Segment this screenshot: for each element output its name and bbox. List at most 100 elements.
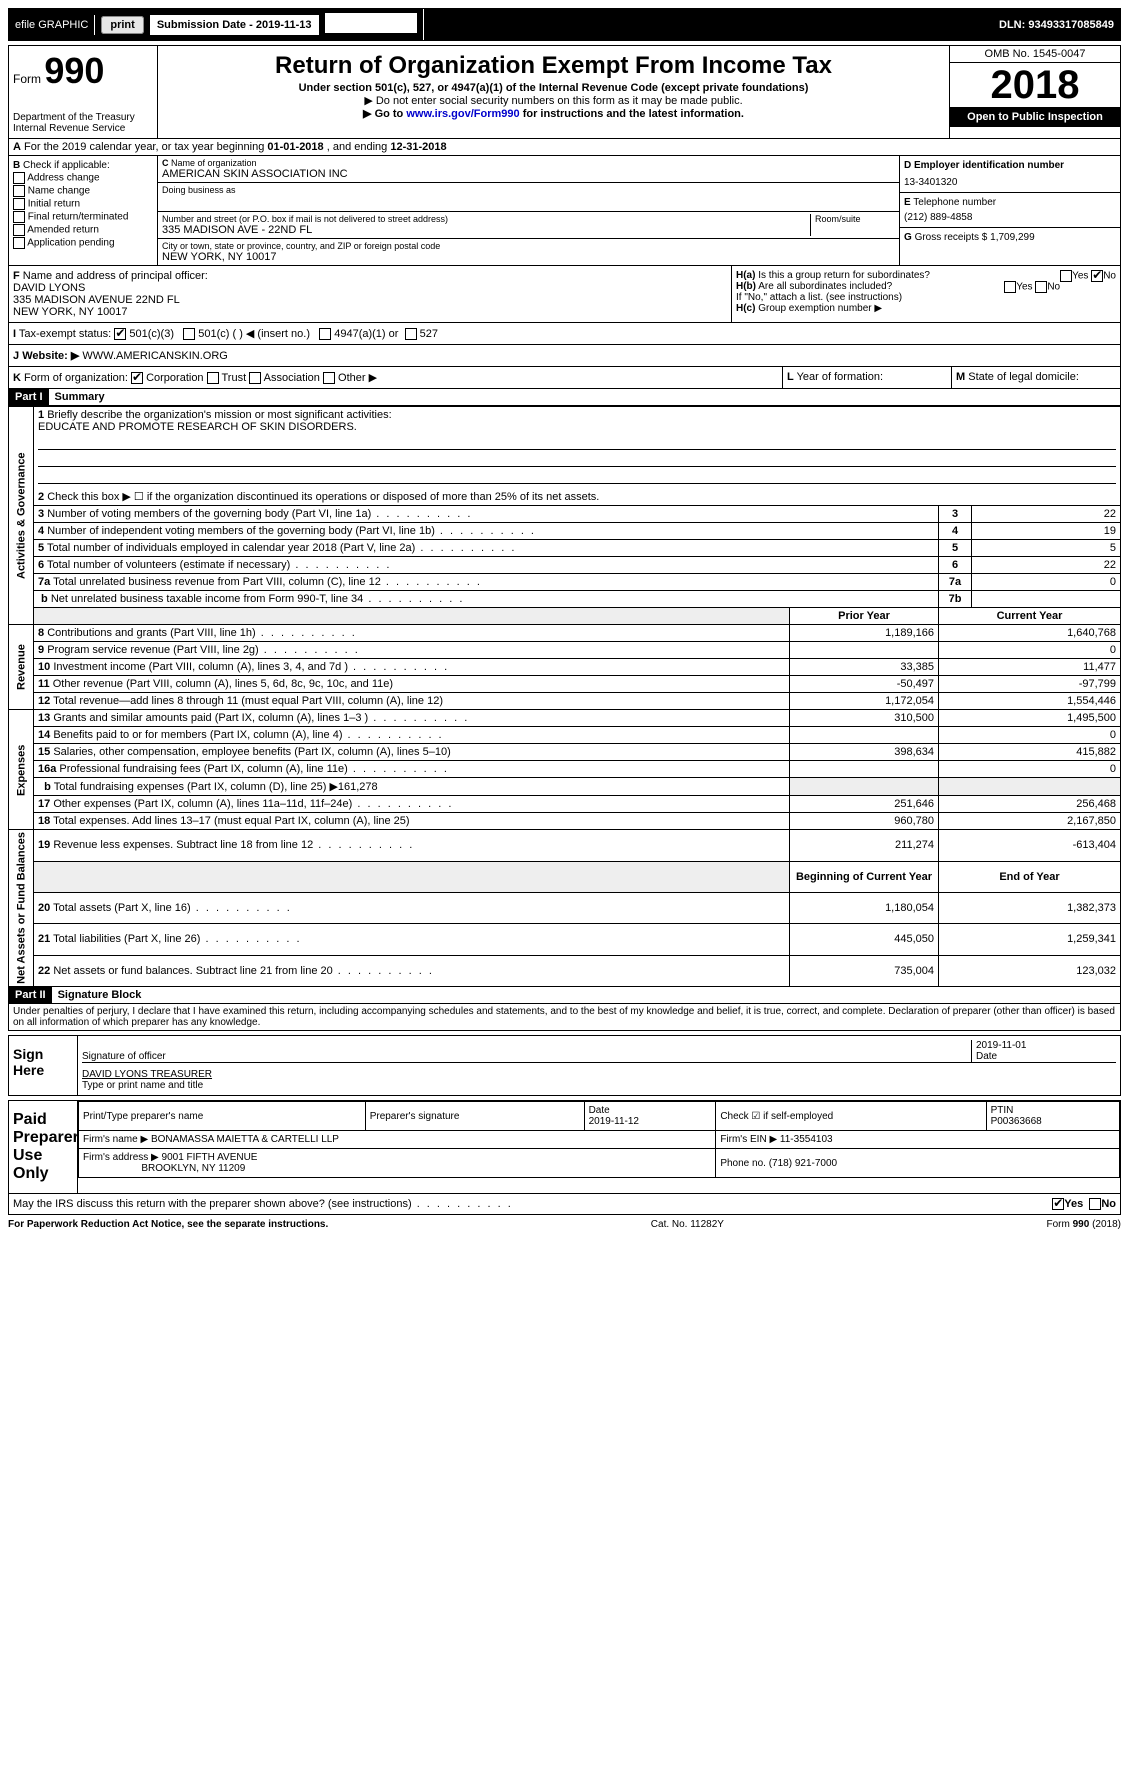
firm-ein-label: Firm's EIN ▶ (720, 1134, 777, 1145)
firm-addr2: BROOKLYN, NY 11209 (141, 1163, 245, 1174)
cb-discuss-no[interactable] (1089, 1198, 1101, 1210)
year-mid: , and ending (327, 141, 391, 153)
cb-other[interactable] (323, 372, 335, 384)
l3-desc: Number of voting members of the governin… (47, 508, 472, 520)
summary-table: Activities & Governance 1 Briefly descri… (8, 406, 1121, 987)
efile-label: efile GRAPHIC (9, 15, 95, 35)
l6-box: 6 (939, 557, 972, 574)
ptin-label: PTIN (991, 1105, 1014, 1116)
l5-box: 5 (939, 540, 972, 557)
l21-c: 1,259,341 (939, 924, 1121, 955)
hb-label: Are all subordinates included? (758, 281, 892, 292)
l19-c: -613,404 (939, 830, 1121, 861)
dba-label: Doing business as (162, 185, 895, 195)
j-label: Website: ▶ (22, 350, 79, 362)
l11-desc: Other revenue (Part VIII, column (A), li… (53, 678, 393, 690)
b-label: Check if applicable: (23, 160, 110, 171)
l20-desc: Total assets (Part X, line 16) (53, 902, 292, 914)
l5-val: 5 (972, 540, 1121, 557)
officer-addr: 335 MADISON AVENUE 22ND FL NEW YORK, NY … (13, 294, 180, 318)
discuss-row: May the IRS discuss this return with the… (8, 1194, 1121, 1215)
line-j: J Website: ▶ WWW.AMERICANSKIN.ORG (8, 345, 1121, 367)
cb-pending[interactable] (13, 237, 25, 249)
l11-c: -97,799 (939, 676, 1121, 693)
form-title: Return of Organization Exempt From Incom… (162, 52, 945, 80)
part2-bar: Part II Signature Block (8, 987, 1121, 1004)
l20-c: 1,382,373 (939, 892, 1121, 923)
tax-year: 2018 (950, 63, 1120, 107)
l17-p: 251,646 (790, 796, 939, 813)
line-i: I Tax-exempt status: 501(c)(3) 501(c) ( … (8, 323, 1121, 345)
cb-4947[interactable] (319, 328, 331, 340)
cb-corp[interactable] (131, 372, 143, 384)
cb-amended[interactable] (13, 224, 25, 236)
subtitle-3: ▶ Go to www.irs.gov/Form990 for instruct… (162, 107, 945, 120)
f-label: Name and address of principal officer: (23, 270, 208, 282)
open-public-label: Open to Public Inspection (950, 107, 1120, 127)
l8-c: 1,640,768 (939, 625, 1121, 642)
l14-p (790, 727, 939, 744)
irs-link[interactable]: www.irs.gov/Form990 (406, 108, 519, 120)
cb-ha-yes[interactable] (1060, 270, 1072, 282)
k-opt-2: Association (264, 372, 320, 384)
org-address: 335 MADISON AVE - 22ND FL (162, 224, 810, 236)
q2: Check this box ▶ ☐ if the organization d… (47, 491, 599, 503)
section-governance: Activities & Governance (9, 407, 34, 625)
paid-table: Print/Type preparer's name Preparer's si… (78, 1101, 1120, 1178)
paid-block: Paid Preparer Use Only Print/Type prepar… (8, 1100, 1121, 1194)
l15-desc: Salaries, other compensation, employee b… (53, 746, 450, 758)
paid-check-label: Check ☑ if self-employed (716, 1102, 986, 1131)
print-button[interactable]: print (101, 16, 143, 34)
subtitle-2: ▶ Do not enter social security numbers o… (162, 94, 945, 107)
l7b-val (972, 591, 1121, 608)
sig-of-officer: Signature of officer (82, 1051, 166, 1062)
top-slot (325, 13, 417, 33)
cb-527[interactable] (405, 328, 417, 340)
l4-val: 19 (972, 523, 1121, 540)
hc-label: Group exemption number ▶ (758, 303, 882, 314)
officer-name: DAVID LYONS (13, 282, 85, 294)
b-opt-4: Amended return (27, 225, 99, 236)
cb-hb-yes[interactable] (1004, 281, 1016, 293)
cb-ha-no[interactable] (1091, 270, 1103, 282)
cb-address-change[interactable] (13, 172, 25, 184)
l17-c: 256,468 (939, 796, 1121, 813)
e-label: Telephone number (913, 197, 996, 208)
l3-val: 22 (972, 506, 1121, 523)
l12-p: 1,172,054 (790, 693, 939, 710)
cb-name-change[interactable] (13, 185, 25, 197)
l16a-p (790, 761, 939, 778)
l12-c: 1,554,446 (939, 693, 1121, 710)
cb-501c[interactable] (183, 328, 195, 340)
firm-addr1: 9001 FIFTH AVENUE (162, 1152, 258, 1163)
prep-sig-label: Preparer's signature (365, 1102, 584, 1131)
l6-desc: Total number of volunteers (estimate if … (47, 559, 391, 571)
org-name: AMERICAN SKIN ASSOCIATION INC (162, 168, 895, 180)
l17-desc: Other expenses (Part IX, column (A), lin… (53, 798, 453, 810)
cb-discuss-yes[interactable] (1052, 1198, 1064, 1210)
l10-c: 11,477 (939, 659, 1121, 676)
l20-p: 1,180,054 (790, 892, 939, 923)
l4-desc: Number of independent voting members of … (47, 525, 536, 537)
l8-p: 1,189,166 (790, 625, 939, 642)
g-label: Gross receipts $ (915, 232, 988, 243)
l14-desc: Benefits paid to or for members (Part IX… (53, 729, 443, 741)
cb-assoc[interactable] (249, 372, 261, 384)
year-text: For the 2019 calendar year, or tax year … (24, 141, 267, 153)
l12-desc: Total revenue—add lines 8 through 11 (mu… (53, 695, 443, 707)
i-opt-0: 501(c)(3) (129, 328, 174, 340)
l10-p: 33,385 (790, 659, 939, 676)
l7a-val: 0 (972, 574, 1121, 591)
b-opt-2: Initial return (28, 199, 80, 210)
cb-initial[interactable] (13, 198, 25, 210)
cb-trust[interactable] (207, 372, 219, 384)
omb-number: OMB No. 1545-0047 (950, 46, 1120, 63)
l16a-desc: Professional fundraising fees (Part IX, … (59, 763, 449, 775)
section-expenses: Expenses (9, 710, 34, 830)
l8-desc: Contributions and grants (Part VIII, lin… (47, 627, 357, 639)
paid-date: 2019-11-12 (589, 1116, 639, 1127)
cb-final[interactable] (13, 211, 25, 223)
cb-hb-no[interactable] (1035, 281, 1047, 293)
addr-label: Number and street (or P.O. box if mail i… (162, 214, 810, 224)
cb-501c3[interactable] (114, 328, 126, 340)
